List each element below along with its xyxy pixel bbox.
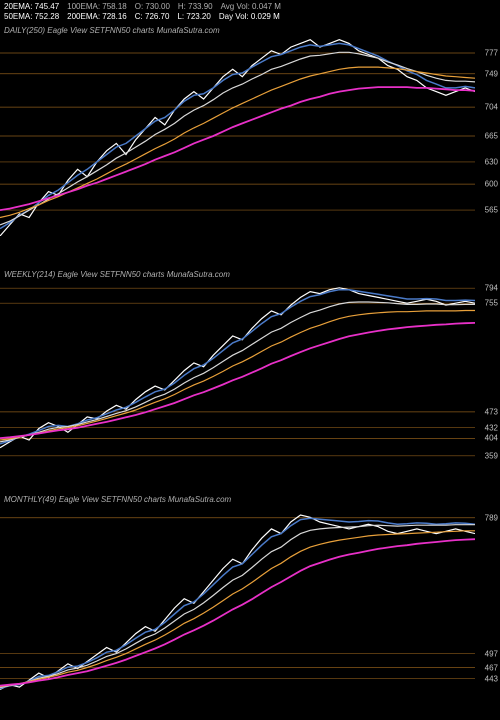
y-axis-label: 749	[485, 69, 498, 78]
ema20-label: 20EMA: 745.47	[4, 2, 59, 11]
avgvol-label: Avg Vol: 0.047 M	[221, 2, 281, 11]
chart-title-weekly: WEEKLY(214) Eagle View SETFNN50 charts M…	[4, 270, 230, 279]
series-ema100	[0, 531, 475, 687]
y-axis-label: 467	[485, 663, 498, 672]
y-axis-label: 497	[485, 649, 498, 658]
chart-title-monthly: MONTHLY(49) Eagle View SETFNN50 charts M…	[4, 495, 231, 504]
ema200-label: 200EMA: 728.16	[67, 12, 127, 21]
ema50-label: 50EMA: 752.28	[4, 12, 59, 21]
chart-panel-monthly: 789 497 467 443	[0, 508, 500, 708]
y-axis-label: 789	[485, 513, 498, 522]
chart-svg-daily	[0, 36, 475, 236]
dayvol-label: Day Vol: 0.029 M	[219, 12, 280, 21]
chart-svg-monthly	[0, 508, 475, 708]
series-ema100	[0, 67, 475, 217]
series-ema20	[0, 518, 475, 688]
y-axis-label: 777	[485, 49, 498, 58]
y-axis-label: 432	[485, 423, 498, 432]
header-line-1: 20EMA: 745.47 100EMA: 758.18 O: 730.00 H…	[4, 2, 281, 11]
y-axis-label: 443	[485, 674, 498, 683]
ema100-label: 100EMA: 758.18	[67, 2, 127, 11]
y-axis-label: 359	[485, 451, 498, 460]
y-axis-label: 565	[485, 206, 498, 215]
y-axis-label: 755	[485, 299, 498, 308]
high-label: H: 733.90	[178, 2, 213, 11]
y-axis-label: 404	[485, 434, 498, 443]
header-line-2: 50EMA: 752.28 200EMA: 728.16 C: 726.70 L…	[4, 12, 280, 21]
y-axis-label: 794	[485, 284, 498, 293]
y-axis-label: 473	[485, 407, 498, 416]
y-axis-label: 704	[485, 103, 498, 112]
y-axis-label: 600	[485, 180, 498, 189]
chart-title-daily: DAILY(250) Eagle View SETFNN50 charts Mu…	[4, 26, 220, 35]
y-axis-label: 665	[485, 132, 498, 141]
open-label: O: 730.00	[135, 2, 170, 11]
close-label: C: 726.70	[135, 12, 170, 21]
series-ema50	[0, 302, 475, 442]
chart-panel-weekly: 794 755 473 432 404 359	[0, 282, 500, 467]
chart-panel-daily: 777 749 704 665 630 600 565	[0, 36, 500, 236]
series-ema20	[0, 290, 475, 444]
series-ema100	[0, 311, 475, 441]
low-label: L: 723.20	[177, 12, 210, 21]
series-ema50	[0, 52, 475, 225]
y-axis-label: 630	[485, 157, 498, 166]
chart-svg-weekly	[0, 282, 475, 467]
series-price	[0, 515, 475, 689]
